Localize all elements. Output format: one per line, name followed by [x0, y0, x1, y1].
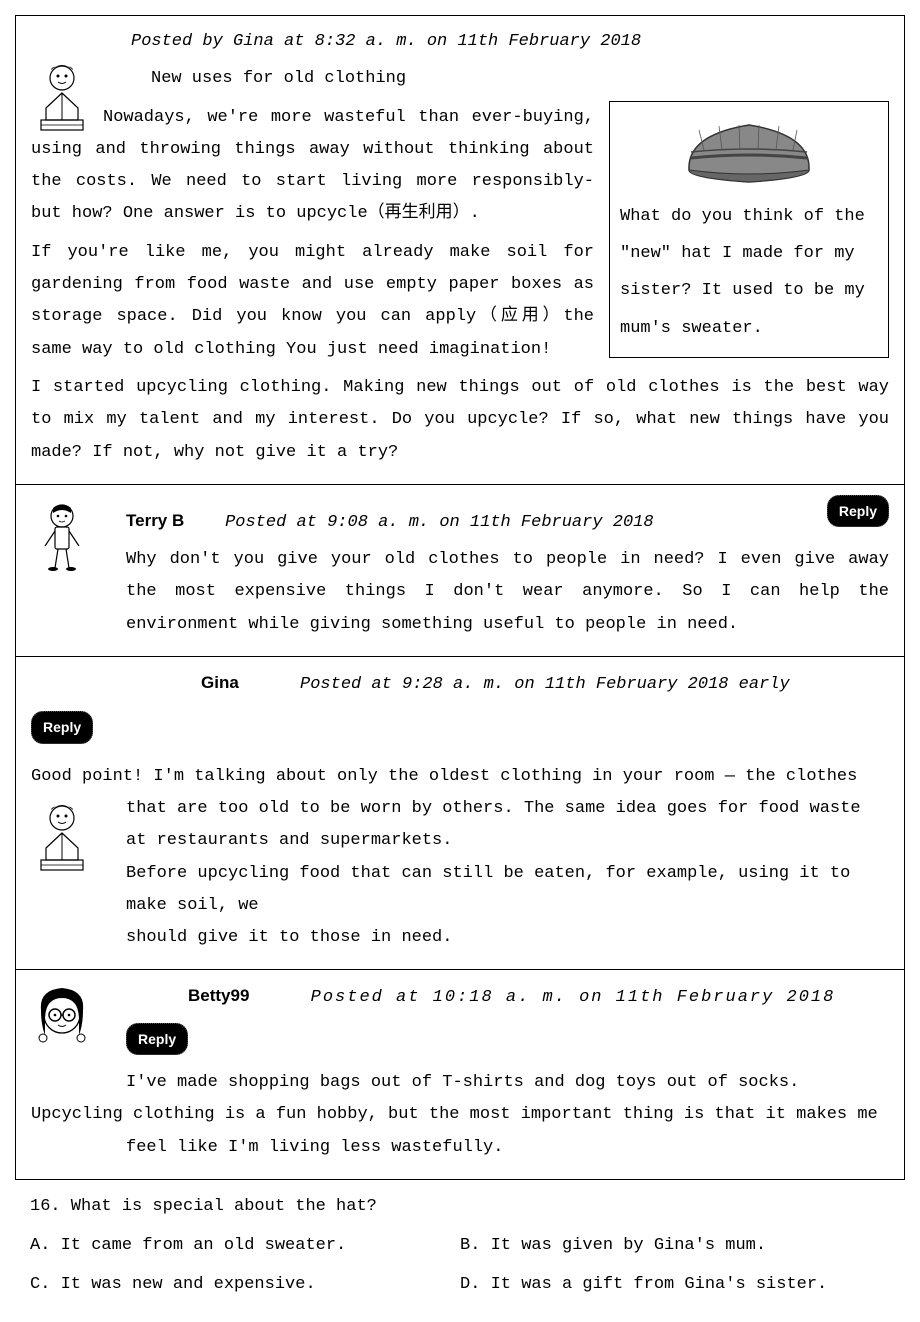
reply-terry: Reply Terry B Posted at 9:08 a. m. on	[16, 485, 904, 657]
avatar-terry	[31, 498, 93, 573]
reply-button[interactable]: Reply	[126, 1023, 188, 1056]
author-betty: Betty99	[188, 986, 249, 1005]
option-d: D. It was a gift from Gina's sister.	[460, 1268, 890, 1302]
reply1-meta: Posted at 9:08 a. m. on 11th February 20…	[225, 513, 653, 532]
post-meta: Posted by Gina at 8:32 a. m. on 11th Feb…	[31, 21, 889, 58]
reply3-text3: feel like I'm living less wastefully.	[31, 1132, 889, 1164]
question-section: 16. What is special about the hat? A. It…	[15, 1180, 905, 1307]
reply1-text: Why don't you give your old clothes to p…	[31, 544, 889, 641]
reply3-meta: Posted at 10:18 a. m. on 11th February 2…	[311, 988, 836, 1007]
callout-text: What do you think of the "new" hat I mad…	[620, 198, 878, 348]
post-title: New uses for old clothing	[31, 58, 889, 95]
question-options-row2: C. It was new and expensive. D. It was a…	[30, 1268, 890, 1302]
hat-image	[669, 110, 829, 188]
callout-box: What do you think of the "new" hat I mad…	[609, 101, 889, 359]
reader-icon	[31, 58, 93, 133]
reply2-meta: Posted at 9:28 a. m. on 11th February 20…	[300, 675, 790, 694]
option-b: B. It was given by Gina's mum.	[460, 1229, 890, 1263]
reply-button[interactable]: Reply	[827, 495, 889, 528]
reply3-text1: I've made shopping bags out of T-shirts …	[31, 1067, 889, 1099]
question-text: 16. What is special about the hat?	[30, 1190, 890, 1224]
girl-glasses-icon	[31, 980, 93, 1055]
reply-betty: Betty99 Posted at 10:18 a. m. on 11th Fe…	[16, 970, 904, 1178]
reply2-body3: should give it to those in need.	[31, 922, 889, 954]
author-terry: Terry B	[126, 511, 184, 530]
reply2-body2: Before upcycling food that can still be …	[31, 858, 889, 923]
avatar-gina	[31, 58, 93, 133]
avatar-gina2	[31, 798, 93, 873]
reply2-body1: that are too old to be worn by others. T…	[31, 793, 889, 858]
option-c: C. It was new and expensive.	[30, 1268, 460, 1302]
question-options-row1: A. It came from an old sweater. B. It wa…	[30, 1229, 890, 1263]
main-post: Posted by Gina at 8:32 a. m. on 11th Feb…	[16, 16, 904, 485]
reply3-text2: Upcycling clothing is a fun hobby, but t…	[31, 1099, 889, 1131]
boy-icon	[31, 498, 93, 573]
reply-button[interactable]: Reply	[31, 711, 93, 744]
author-gina: Gina	[201, 673, 239, 692]
forum-container: Posted by Gina at 8:32 a. m. on 11th Feb…	[15, 15, 905, 1180]
option-a: A. It came from an old sweater.	[30, 1229, 460, 1263]
reply2-lead: Good point! I'm talking about only the o…	[31, 761, 889, 793]
reader-icon	[31, 798, 93, 873]
main-para3: I started upcycling clothing. Making new…	[31, 372, 889, 469]
avatar-betty	[31, 980, 93, 1055]
reply-gina: Gina Posted at 9:28 a. m. on 11th Februa…	[16, 657, 904, 970]
